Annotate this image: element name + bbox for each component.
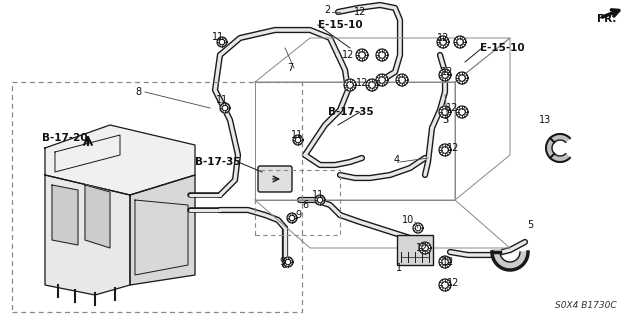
Text: 12: 12 xyxy=(416,243,428,253)
Text: FR.: FR. xyxy=(597,14,616,24)
Polygon shape xyxy=(283,257,293,267)
Text: S0X4 B1730C: S0X4 B1730C xyxy=(555,301,616,310)
Polygon shape xyxy=(315,195,325,205)
Text: B-17-35: B-17-35 xyxy=(195,157,241,167)
Polygon shape xyxy=(439,144,451,156)
FancyBboxPatch shape xyxy=(258,166,292,192)
Polygon shape xyxy=(456,106,468,118)
Text: 6: 6 xyxy=(302,200,308,210)
Text: 1: 1 xyxy=(396,263,402,273)
Text: 12: 12 xyxy=(447,143,459,153)
Text: 7: 7 xyxy=(287,63,293,73)
Text: B-17-20: B-17-20 xyxy=(42,133,88,143)
Text: 12: 12 xyxy=(441,67,453,77)
Text: 12: 12 xyxy=(356,78,368,88)
Polygon shape xyxy=(293,135,303,145)
Text: 11: 11 xyxy=(216,95,228,105)
Text: 10: 10 xyxy=(402,215,414,225)
Bar xyxy=(12,82,302,312)
Text: 2: 2 xyxy=(324,5,330,15)
Text: 9: 9 xyxy=(279,257,285,267)
Polygon shape xyxy=(439,256,451,268)
Text: 12: 12 xyxy=(437,33,449,43)
Polygon shape xyxy=(130,175,195,285)
Text: B-17-35: B-17-35 xyxy=(328,107,374,117)
Polygon shape xyxy=(376,49,388,61)
Text: E-15-10: E-15-10 xyxy=(480,43,525,53)
Polygon shape xyxy=(220,103,230,113)
Polygon shape xyxy=(439,106,451,118)
Text: 11: 11 xyxy=(291,130,303,140)
Text: 9: 9 xyxy=(295,210,301,220)
Bar xyxy=(397,235,433,265)
Text: 3: 3 xyxy=(442,115,448,125)
Polygon shape xyxy=(437,36,449,48)
Text: 5: 5 xyxy=(527,220,533,230)
Polygon shape xyxy=(492,252,528,270)
Polygon shape xyxy=(396,74,408,86)
Text: 11: 11 xyxy=(212,32,224,42)
Text: 4: 4 xyxy=(394,155,400,165)
Bar xyxy=(255,170,340,235)
Polygon shape xyxy=(366,79,378,91)
Text: 12: 12 xyxy=(354,7,366,17)
Polygon shape xyxy=(356,49,368,61)
Polygon shape xyxy=(344,79,356,91)
Text: 13: 13 xyxy=(539,115,551,125)
Polygon shape xyxy=(85,185,110,248)
Polygon shape xyxy=(456,72,468,84)
Polygon shape xyxy=(546,134,570,162)
Text: E-15-10: E-15-10 xyxy=(318,20,363,30)
Text: 12: 12 xyxy=(442,257,454,267)
Polygon shape xyxy=(45,125,195,195)
Polygon shape xyxy=(376,74,388,86)
Polygon shape xyxy=(419,242,431,254)
Text: 12: 12 xyxy=(447,278,459,288)
Text: 11: 11 xyxy=(312,190,324,200)
Polygon shape xyxy=(52,185,78,245)
Text: 12: 12 xyxy=(342,50,354,60)
Polygon shape xyxy=(217,37,227,47)
Polygon shape xyxy=(439,279,451,291)
Polygon shape xyxy=(287,213,297,223)
Polygon shape xyxy=(45,175,130,295)
Polygon shape xyxy=(413,223,423,233)
Polygon shape xyxy=(439,69,451,81)
Text: 8: 8 xyxy=(135,87,141,97)
Text: 12: 12 xyxy=(446,103,458,113)
Polygon shape xyxy=(454,36,466,48)
